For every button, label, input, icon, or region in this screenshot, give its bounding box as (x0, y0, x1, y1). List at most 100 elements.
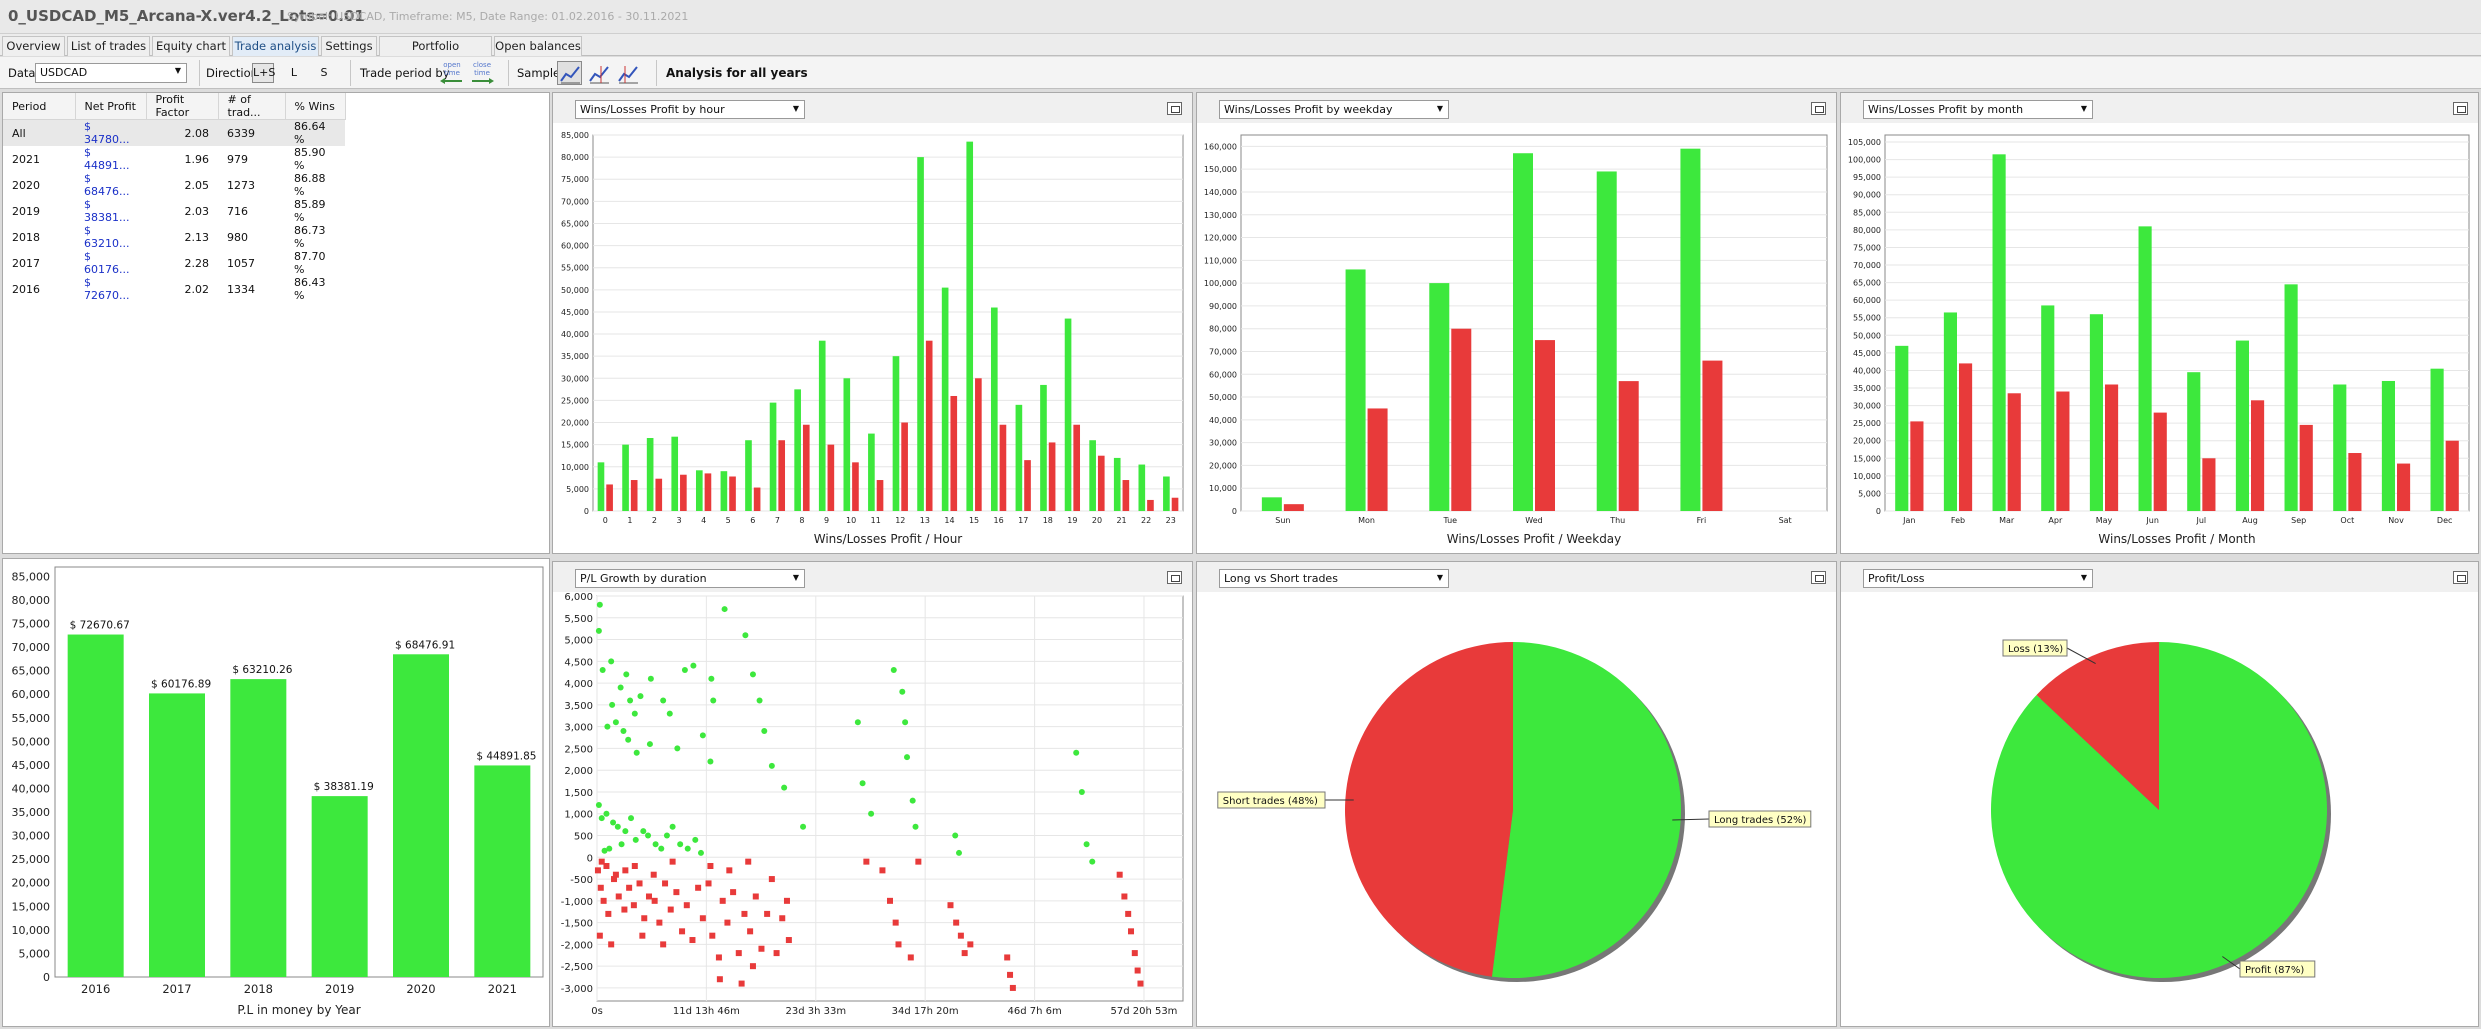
sample-oos-button[interactable] (615, 61, 640, 85)
x-tick-label: 21 (1116, 516, 1126, 525)
loss-point (1004, 954, 1011, 961)
cell-period: 2020 (12, 178, 40, 192)
win-bar (2138, 226, 2152, 511)
win-point (912, 823, 919, 830)
column-header-trades[interactable]: # of trad... (218, 93, 286, 120)
win-point (1073, 749, 1080, 756)
chart-type-select[interactable]: Wins/Losses Profit by weekday ▼ (1219, 100, 1449, 119)
maximize-icon[interactable] (1167, 571, 1182, 584)
loss-point (719, 897, 726, 904)
y-tick-label: 150,000 (1204, 165, 1237, 174)
pie-label-box (1217, 791, 1326, 809)
win-bar (1513, 153, 1533, 512)
direction-long-button[interactable]: L (290, 66, 298, 79)
loss-point (689, 937, 696, 944)
cell-net-profit: $ 60176... (84, 250, 130, 276)
win-bar (1113, 457, 1121, 511)
maximize-icon[interactable] (2453, 102, 2468, 115)
win-point (669, 823, 676, 830)
loss-point (636, 880, 643, 887)
loss-bar (2397, 463, 2411, 511)
tab-list-of-trades[interactable]: List of trades (67, 36, 150, 56)
chart-type-select[interactable]: Profit/Loss ▼ (1863, 569, 2093, 588)
sample-all-button[interactable] (557, 61, 582, 85)
loss-bar (1451, 328, 1472, 511)
chart-type-select[interactable]: Long vs Short trades ▼ (1219, 569, 1449, 588)
direction-short-button[interactable]: S (320, 66, 328, 79)
y-tick-label: 40,000 (561, 330, 589, 339)
y-tick-label: 50,000 (561, 286, 589, 295)
y-tick-label: 70,000 (1853, 261, 1881, 270)
table-row[interactable]: 2017 $ 60176... 2.28 1057 87.70 % (3, 250, 345, 276)
tab-portfolio-correlation[interactable]: Portfolio correlation (379, 36, 492, 71)
tab-overview[interactable]: Overview (2, 36, 65, 56)
sample-is-button[interactable] (586, 61, 611, 85)
y-tick-label: 80,000 (12, 594, 51, 607)
cell-profit-factor: 2.28 (184, 256, 210, 270)
win-bar (720, 471, 728, 511)
y-tick-label: 85,000 (12, 570, 51, 583)
loss-point (779, 915, 786, 922)
table-row[interactable]: 2016 $ 72670... 2.02 1334 86.43 % (3, 276, 345, 302)
chart-type-select[interactable]: P/L Growth by duration ▼ (575, 569, 805, 588)
maximize-icon[interactable] (1811, 102, 1826, 115)
loss-point (1116, 871, 1123, 878)
loss-bar (680, 474, 687, 511)
x-tick-label: Sat (1779, 516, 1792, 525)
table-row[interactable]: All $ 34780... 2.08 6339 86.64 % (3, 119, 345, 146)
period-open-time-button[interactable]: open time (440, 61, 464, 85)
x-tick-label: Apr (2048, 516, 2063, 525)
table-row[interactable]: 2019 $ 38381... 2.03 716 85.89 % (3, 198, 345, 224)
win-bar (794, 389, 801, 511)
tab-settings[interactable]: Settings (321, 36, 377, 56)
profit-loss-pie-chart: Profit (87%) Loss (13%) (1991, 639, 2331, 982)
loss-point (611, 876, 618, 883)
y-tick-label: 3,000 (564, 723, 593, 734)
y-tick-label: 60,000 (1853, 296, 1881, 305)
loss-point (615, 893, 622, 900)
maximize-icon[interactable] (1167, 102, 1182, 115)
column-header-wins[interactable]: % Wins (285, 93, 346, 120)
loss-point (1134, 967, 1141, 974)
win-point (610, 819, 617, 826)
win-point (637, 693, 644, 700)
column-header-net-profit[interactable]: Net Profit (75, 93, 147, 120)
win-point (708, 675, 715, 682)
table-row[interactable]: 2018 $ 63210... 2.13 980 86.73 % (3, 224, 345, 250)
y-tick-label: 0 (587, 853, 593, 864)
loss-point (726, 867, 733, 874)
maximize-icon[interactable] (2453, 571, 2468, 584)
chart-type-select[interactable]: Wins/Losses Profit by month ▼ (1863, 100, 2093, 119)
y-tick-label: 1,000 (564, 810, 593, 821)
y-tick-label: 0 (1232, 507, 1237, 516)
loss-point (1131, 950, 1138, 957)
win-point (598, 815, 605, 822)
cell-net-profit: $ 68476... (84, 172, 130, 198)
tab-open-balances[interactable]: Open balances (494, 36, 582, 56)
loss-bar (852, 462, 859, 511)
year-bar (393, 654, 449, 977)
plot-area (1240, 134, 1828, 512)
table-row[interactable]: 2021 $ 44891... 1.96 979 85.90 % (3, 146, 345, 172)
tab-equity-chart[interactable]: Equity chart (152, 36, 230, 56)
period-close-time-button[interactable]: close time (470, 61, 494, 85)
chart-type-select[interactable]: Wins/Losses Profit by hour ▼ (575, 100, 805, 119)
maximize-icon[interactable] (1811, 571, 1826, 584)
direction-ls-button[interactable]: L+S (252, 63, 275, 83)
loss-bar (1024, 460, 1031, 511)
window-subtitle: Symbol: USDCAD, Timeframe: M5, Date Rang… (287, 10, 689, 23)
column-header-profit-factor[interactable]: Profit Factor (146, 93, 219, 120)
win-point (761, 728, 768, 734)
y-tick-label: 40,000 (12, 782, 51, 795)
data-select[interactable]: USDCAD ▼ (35, 63, 187, 83)
loss-point (669, 858, 676, 865)
loss-point (631, 863, 638, 869)
column-header-period[interactable]: Period (3, 93, 76, 120)
tab-trade-analysis[interactable]: Trade analysis (232, 36, 319, 56)
toolbar-separator (508, 60, 509, 86)
pie-slice (2036, 642, 2159, 810)
y-tick-label: 70,000 (561, 197, 589, 206)
win-point (909, 797, 916, 804)
table-row[interactable]: 2020 $ 68476... 2.05 1273 86.88 % (3, 172, 345, 198)
win-bar (671, 436, 679, 511)
